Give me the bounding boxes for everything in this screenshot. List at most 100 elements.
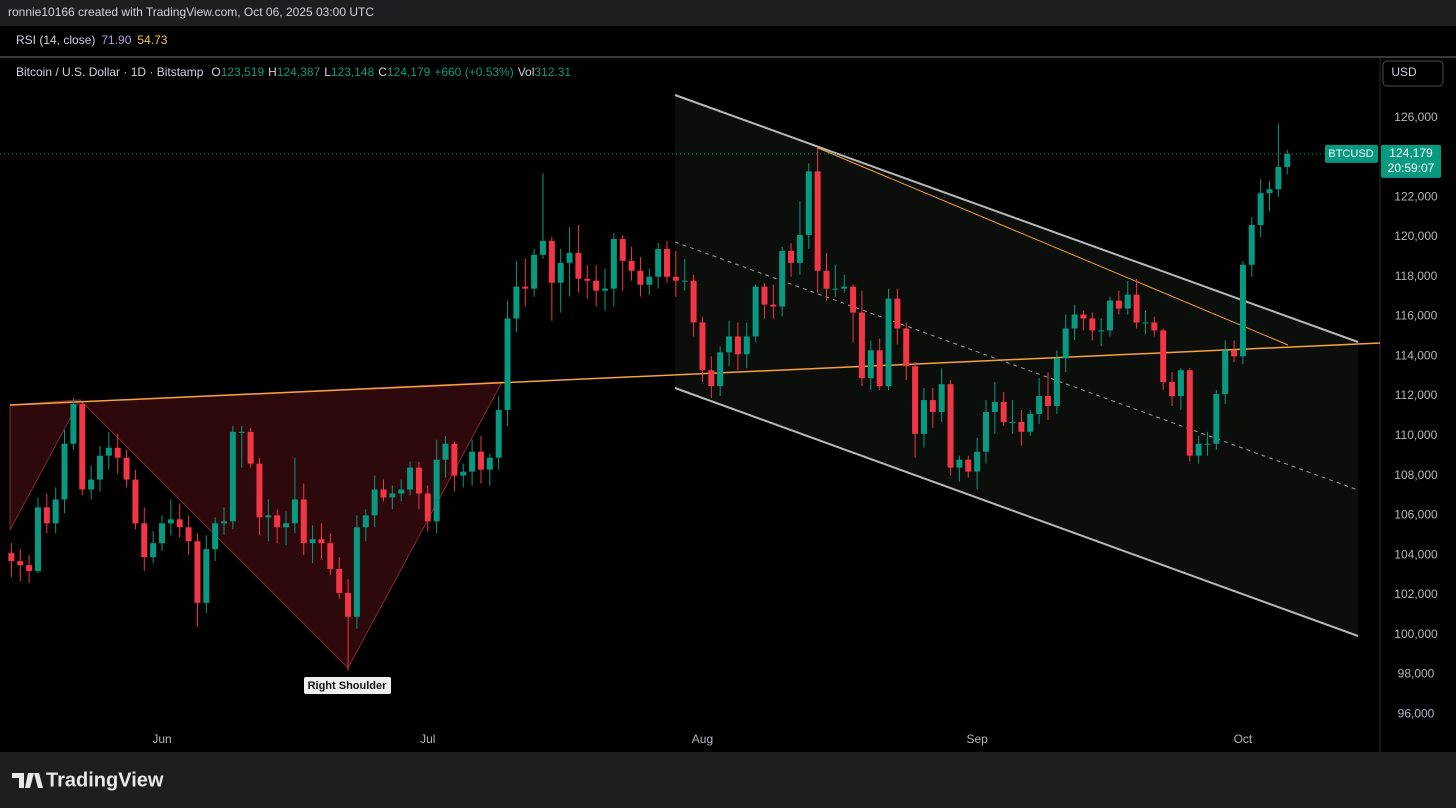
candle-body — [672, 276, 679, 281]
y-tick-label: 116,000 — [1395, 309, 1438, 323]
candle-body — [194, 541, 201, 603]
candle-body — [690, 280, 697, 323]
candle-body — [185, 527, 192, 542]
candle-body — [619, 238, 626, 261]
candle-body — [1239, 264, 1246, 357]
candle-body — [805, 171, 812, 235]
candle-body — [770, 304, 777, 307]
candle-body — [1248, 225, 1255, 265]
indicator-value: 54.73 — [137, 33, 168, 47]
candle-body — [123, 457, 130, 480]
candle-body — [974, 451, 981, 472]
candle-body — [1098, 330, 1105, 332]
currency[interactable]: USD — [1391, 65, 1417, 79]
candle-body — [1071, 314, 1078, 329]
y-tick-label: 114,000 — [1395, 348, 1438, 362]
candle-body — [318, 539, 325, 544]
candle-body — [132, 479, 139, 524]
candle-body — [291, 499, 298, 524]
candle-body — [1204, 443, 1211, 445]
watermark: ronnie10166 created with TradingView.com… — [8, 5, 374, 19]
volume-value: 312.31 — [534, 65, 572, 79]
candle-body — [96, 455, 103, 480]
price-tag-text: 124,179 — [1389, 146, 1433, 160]
candle-body — [566, 252, 573, 263]
candle-body — [1036, 396, 1043, 414]
ohlc-label: O — [211, 65, 221, 79]
candle-body — [327, 543, 334, 570]
candle-body — [1169, 382, 1176, 397]
y-tick-label: 102,000 — [1394, 587, 1438, 601]
candle-body — [947, 384, 954, 468]
candle-body — [256, 463, 263, 518]
candle-body — [274, 515, 281, 528]
y-tick-label: 104,000 — [1394, 547, 1438, 561]
y-tick-label: 120,000 — [1394, 229, 1438, 243]
candle-body — [637, 270, 644, 285]
candle-body — [1000, 402, 1007, 422]
candle-body — [52, 499, 59, 524]
candle-body — [814, 171, 821, 271]
candle-body — [1284, 153, 1291, 167]
candle-body — [203, 549, 210, 603]
currency-button[interactable] — [1382, 60, 1444, 87]
candle-body — [504, 318, 511, 410]
change: +660 (+0.53%) — [434, 65, 514, 79]
candle-body — [539, 240, 546, 255]
candle-body — [1266, 189, 1273, 194]
trend-line — [817, 147, 1289, 346]
candle-body — [717, 352, 724, 387]
candle-body — [548, 240, 555, 283]
candle-body — [486, 457, 493, 470]
candle-body — [1080, 314, 1087, 319]
candle-body — [1053, 358, 1060, 406]
candle-body — [433, 459, 440, 522]
candle-body — [150, 543, 157, 558]
candle-body — [584, 278, 591, 281]
logo-icon — [12, 773, 43, 788]
candle-body — [699, 322, 706, 371]
candle-body — [79, 404, 86, 490]
candle-body — [602, 288, 608, 291]
ohlc-value: 124,387 — [276, 65, 321, 79]
candle-body — [229, 431, 236, 522]
x-tick-label: Aug — [692, 732, 713, 746]
candle-body — [761, 286, 768, 305]
candle-body — [8, 553, 15, 562]
x-tick-label: Oct — [1234, 732, 1253, 746]
candle-body — [1009, 421, 1016, 423]
y-tick-label: 110,000 — [1395, 428, 1438, 442]
candle-body — [176, 519, 183, 528]
candle-body — [105, 447, 112, 456]
candle-body — [956, 459, 963, 468]
y-tick-label: 96,000 — [1398, 706, 1435, 720]
candle-body — [353, 527, 360, 617]
candle-body — [1115, 300, 1122, 309]
candle-body — [460, 471, 467, 476]
symbol-tag-text: BTCUSD — [1328, 148, 1373, 160]
annotation-box — [304, 677, 391, 694]
candle-body — [114, 447, 121, 458]
candle-body — [982, 411, 989, 452]
symbol: Bitcoin / U.S. Dollar · 1D · Bitstamp — [16, 65, 204, 79]
candle-body — [1018, 421, 1025, 432]
candle-body — [920, 400, 927, 434]
candle-body — [734, 336, 741, 355]
candle-body — [1257, 193, 1264, 226]
candle-body — [708, 370, 715, 387]
ohlc-value: 124,179 — [386, 65, 431, 79]
candle-body — [34, 507, 41, 572]
countdown: 20:59:07 — [1388, 161, 1435, 175]
indicator-value: 71.90 — [101, 33, 132, 47]
ohlc-label: L — [324, 65, 331, 79]
top-bar — [0, 0, 1456, 26]
candle-body — [1107, 300, 1114, 331]
candle-body — [513, 286, 520, 319]
candle-body — [1186, 370, 1193, 456]
candle-body — [1027, 413, 1034, 432]
y-tick-label: 112,000 — [1395, 388, 1438, 402]
candle-body — [912, 366, 919, 434]
channel-mid — [674, 241, 1359, 491]
